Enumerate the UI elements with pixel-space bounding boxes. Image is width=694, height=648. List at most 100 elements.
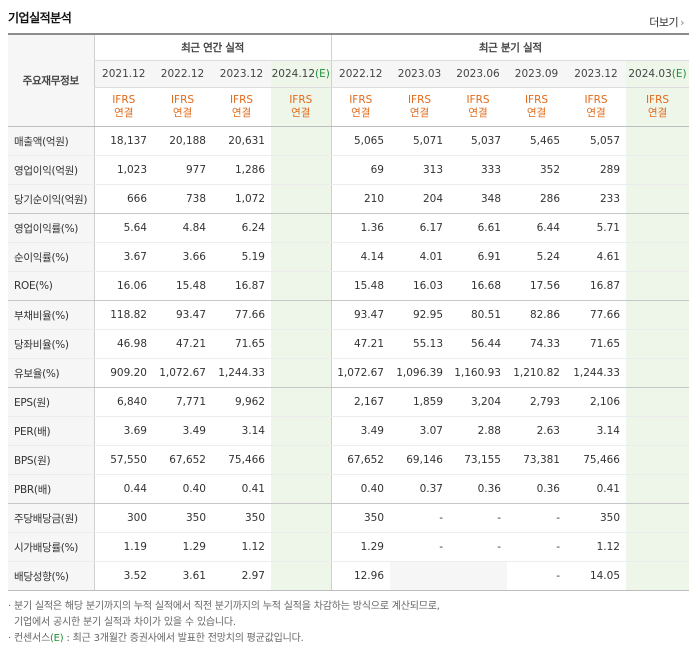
value-cell: 93.47 — [330, 300, 390, 330]
value-cell: 2.97 — [212, 561, 271, 591]
value-cell: 77.66 — [212, 300, 271, 330]
row-label: BPS(원) — [8, 445, 94, 475]
value-cell: 73,155 — [449, 445, 507, 475]
row-label: 당좌비율(%) — [8, 329, 94, 359]
value-cell — [271, 387, 331, 417]
value-cell: 6.17 — [390, 213, 449, 243]
value-cell: 16.87 — [566, 271, 626, 301]
value-cell — [271, 561, 331, 591]
ifrs-badge: IFRS 연결 — [507, 87, 566, 127]
period-header: 2024.12(E) — [271, 60, 331, 88]
value-cell: 333 — [449, 155, 507, 185]
value-cell: 5.24 — [507, 242, 566, 272]
chevron-right-icon: › — [680, 16, 684, 29]
table-row: 영업이익(억원) 1,023 977 1,286 69 313 333 352 289 — [8, 155, 689, 185]
value-cell: 3.07 — [390, 416, 449, 446]
value-cell — [626, 416, 689, 446]
value-cell: 75,466 — [212, 445, 271, 475]
table-row: PBR(배) 0.44 0.40 0.41 0.40 0.37 0.36 0.36 0.41 — [8, 474, 689, 504]
value-cell: 20,631 — [212, 126, 271, 156]
value-cell: 3.67 — [93, 242, 153, 272]
value-cell — [449, 561, 507, 591]
row-label: 영업이익률(%) — [8, 213, 94, 243]
value-cell: 47.21 — [153, 329, 212, 359]
value-cell: 1.12 — [566, 532, 626, 562]
row-label: 유보율(%) — [8, 358, 94, 388]
footnotes: · 분기 실적은 해당 분기까지의 누적 실적에서 직전 분기까지의 누적 실적… — [8, 599, 440, 647]
value-cell: 16.03 — [390, 271, 449, 301]
table-row: BPS(원) 57,550 67,652 75,466 67,652 69,146 73,1… — [8, 445, 689, 475]
value-cell — [271, 445, 331, 475]
value-cell — [271, 271, 331, 301]
value-cell: 92.95 — [390, 300, 449, 330]
ifrs-badge: IFRS 연결 — [330, 87, 390, 127]
table-row: ROE(%) 16.06 15.48 16.87 15.48 16.03 16.68 17.5… — [8, 271, 689, 301]
row-label: 배당성향(%) — [8, 561, 94, 591]
ifrs-badge: IFRS 연결 — [153, 87, 212, 127]
value-cell — [271, 474, 331, 504]
value-cell: 5.64 — [93, 213, 153, 243]
value-cell — [271, 242, 331, 272]
value-cell: 7,771 — [153, 387, 212, 417]
value-cell: 16.87 — [212, 271, 271, 301]
table-row: 주당배당금(원) 300 350 350 350- - -350 — [8, 503, 689, 533]
value-cell — [271, 358, 331, 388]
ifrs-badge: IFRS 연결 — [449, 87, 507, 127]
table-row: 부채비율(%) 118.82 93.47 77.66 93.47 92.95 80.51 82… — [8, 300, 689, 330]
value-cell: 3.52 — [93, 561, 153, 591]
row-label: 순이익률(%) — [8, 242, 94, 272]
value-cell: 56.44 — [449, 329, 507, 359]
value-cell: 55.13 — [390, 329, 449, 359]
value-cell — [271, 126, 331, 156]
value-cell: 3,204 — [449, 387, 507, 417]
value-cell: 2,167 — [330, 387, 390, 417]
value-cell: 69,146 — [390, 445, 449, 475]
value-cell: 77.66 — [566, 300, 626, 330]
value-cell: 0.40 — [153, 474, 212, 504]
section-title: 기업실적분석 — [8, 11, 72, 25]
value-cell: - — [390, 503, 449, 533]
value-cell — [271, 532, 331, 562]
value-cell: 20,188 — [153, 126, 212, 156]
value-cell: 47.21 — [330, 329, 390, 359]
table-row: PER(배) 3.69 3.49 3.14 3.49 3.07 2.88 2.63 3.14 — [8, 416, 689, 446]
value-cell: 5,071 — [390, 126, 449, 156]
value-cell: - — [449, 503, 507, 533]
period-header: 2023.09 — [507, 60, 566, 88]
value-cell: 289 — [566, 155, 626, 185]
value-cell: 5.19 — [212, 242, 271, 272]
value-cell: 2,106 — [566, 387, 626, 417]
row-label: 시가배당률(%) — [8, 532, 94, 562]
quarter-header: 최근 분기 실적 — [330, 34, 689, 61]
value-cell: 5.71 — [566, 213, 626, 243]
value-cell: 4.61 — [566, 242, 626, 272]
value-cell — [626, 155, 689, 185]
value-cell: 1.36 — [330, 213, 390, 243]
period-header: 2023.06 — [449, 60, 507, 88]
value-cell: 350 — [153, 503, 212, 533]
value-cell — [626, 445, 689, 475]
row-label: 부채비율(%) — [8, 300, 94, 330]
value-cell: 350 — [330, 503, 390, 533]
value-cell: 3.61 — [153, 561, 212, 591]
value-cell: 118.82 — [93, 300, 153, 330]
period-header: 2022.12 — [153, 60, 212, 88]
value-cell — [626, 503, 689, 533]
value-cell: 1.19 — [93, 532, 153, 562]
table-row: 순이익률(%) 3.67 3.66 5.19 4.14 4.01 6.91 5.24 4.61 — [8, 242, 689, 272]
value-cell: 1,859 — [390, 387, 449, 417]
value-cell: 350 — [212, 503, 271, 533]
value-cell: 67,652 — [330, 445, 390, 475]
table-row: 매출액(억원) 18,137 20,188 20,631 5,065 5,071 5,037… — [8, 126, 689, 156]
value-cell: 73,381 — [507, 445, 566, 475]
row-label: PER(배) — [8, 416, 94, 446]
value-cell: 2,793 — [507, 387, 566, 417]
value-cell: 71.65 — [566, 329, 626, 359]
value-cell: 1,210.82 — [507, 358, 566, 388]
value-cell: 14.05 — [566, 561, 626, 591]
ifrs-badge: IFRS 연결 — [271, 87, 331, 127]
more-link[interactable]: 더보기 › — [649, 14, 684, 30]
table-row: 당기순이익(억원) 666 738 1,072 210 204 348 286 233 — [8, 184, 689, 214]
value-cell: 4.14 — [330, 242, 390, 272]
value-cell — [271, 155, 331, 185]
